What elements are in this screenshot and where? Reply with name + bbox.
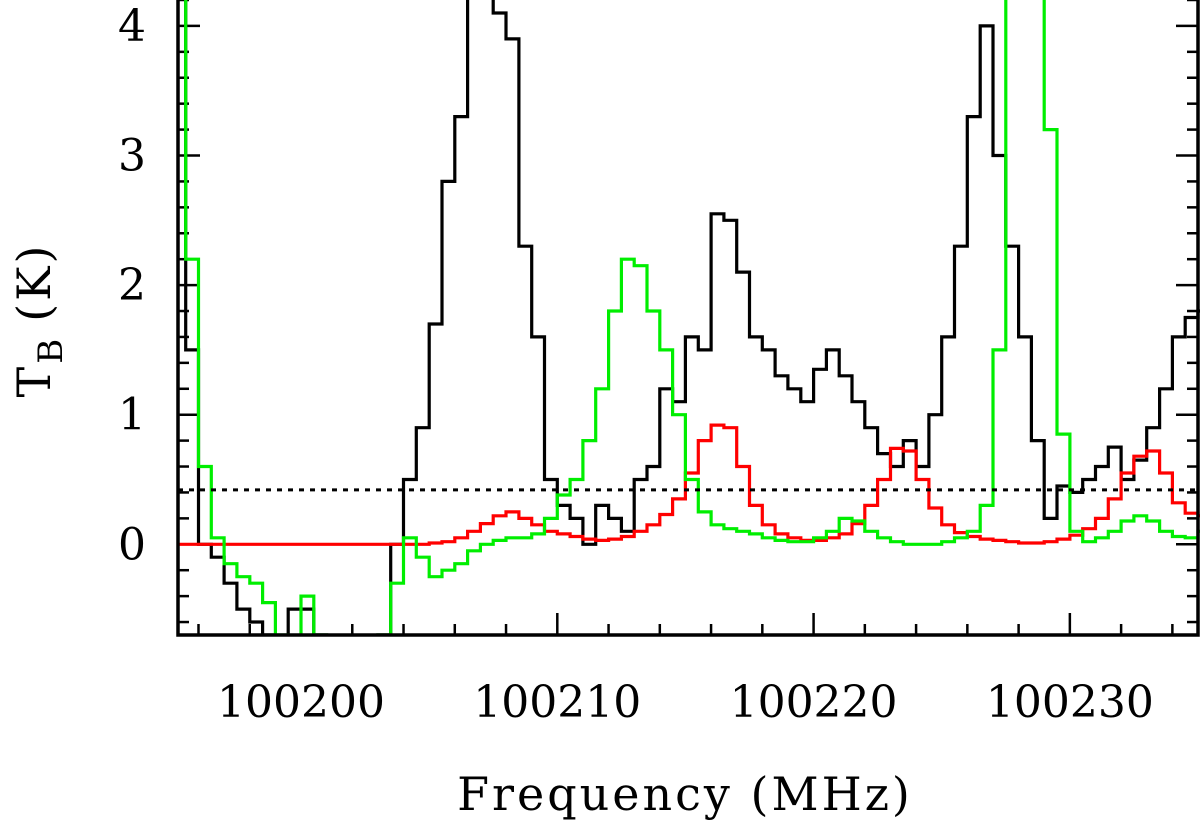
y-axis-label: TB (K)	[7, 243, 71, 398]
y-tick-label: 3	[118, 131, 146, 182]
y-tick-label: 4	[118, 1, 146, 52]
svg-text:TB(K): TB (K)	[7, 243, 71, 398]
series-model-red	[178, 423, 1200, 546]
x-tick-label: 100200	[217, 677, 385, 728]
x-axis-label: Frequency (MHz)	[457, 767, 913, 821]
plot-frame	[176, 0, 1200, 637]
x-tick-label: 100230	[986, 677, 1154, 728]
series-model-green	[184, 0, 1200, 635]
y-axis-label-unit: (K)	[7, 243, 61, 322]
series-observed	[184, 0, 1200, 635]
x-tick-label: 100210	[473, 677, 641, 728]
y-tick-label: 1	[118, 390, 146, 441]
axes-box	[176, 0, 1200, 637]
y-axis-label-main: T	[7, 364, 61, 398]
axis-ticks	[178, 0, 1198, 635]
y-tick-label: 2	[118, 260, 146, 311]
x-tick-labels: 100200 100210 100220 100230	[217, 677, 1154, 728]
y-tick-labels: 0 1 2 3 4	[118, 1, 146, 570]
y-tick-label: 0	[118, 519, 146, 570]
x-tick-label: 100220	[730, 677, 898, 728]
series-layer	[178, 0, 1200, 635]
y-axis-label-sub: B	[31, 336, 71, 364]
